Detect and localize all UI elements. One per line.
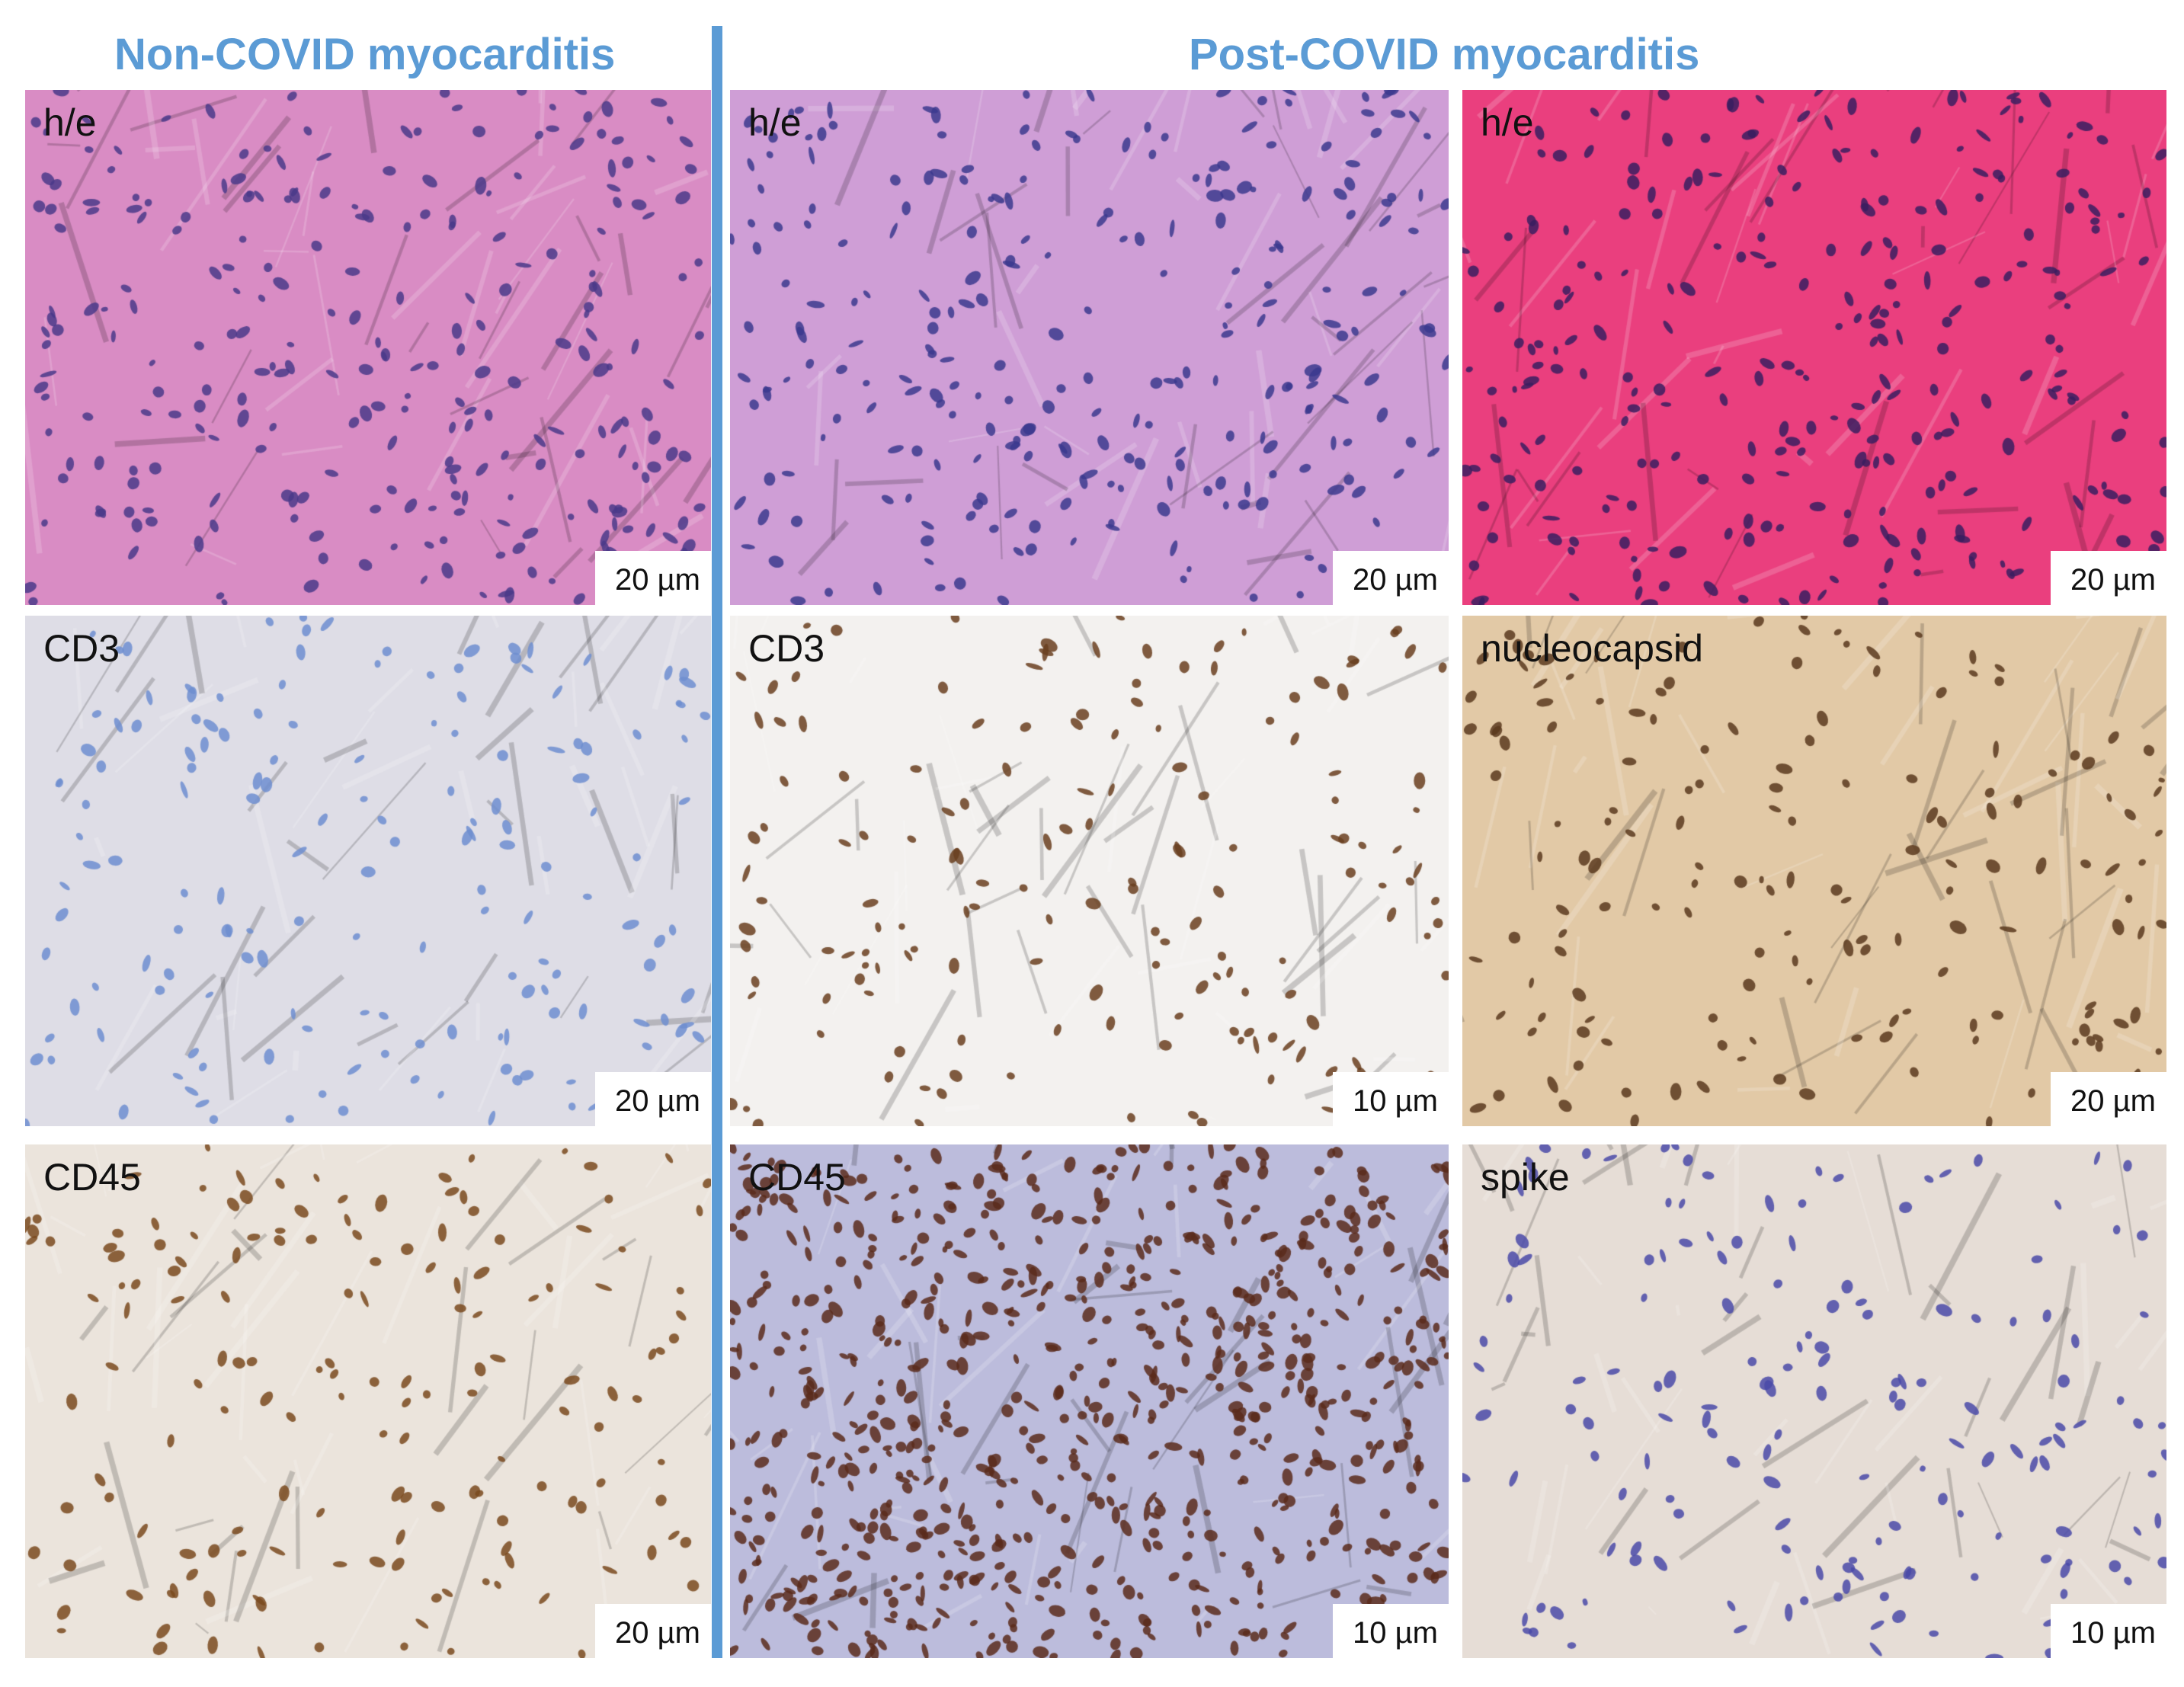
micrograph-image: [730, 90, 1449, 605]
panel-he-post-covid-b: h/e 20 µm: [1462, 90, 2166, 605]
micrograph-image: [1462, 1144, 2166, 1658]
panel-he-non-covid: h/e 20 µm: [25, 90, 711, 605]
panel-spike-post-covid: spike 10 µm: [1462, 1144, 2166, 1658]
stain-label: CD3: [748, 627, 825, 670]
scale-bar-label: 20 µm: [595, 1072, 711, 1126]
micrograph-image: [25, 1144, 711, 1658]
panel-cd3-non-covid: CD3 20 µm: [25, 616, 711, 1126]
stain-label: CD45: [43, 1156, 141, 1199]
header-post-covid: Post-COVID myocarditis: [1189, 30, 1700, 79]
scale-bar-label: 10 µm: [1333, 1072, 1449, 1126]
stain-label: nucleocapsid: [1481, 627, 1703, 670]
scale-bar-label: 20 µm: [2051, 1072, 2166, 1126]
scale-bar-label: 20 µm: [595, 1604, 711, 1658]
scale-bar-label: 20 µm: [1333, 551, 1449, 605]
scale-bar-label: 10 µm: [2051, 1604, 2166, 1658]
micrograph-image: [25, 90, 711, 605]
micrograph-image: [730, 1144, 1449, 1658]
micrograph-image: [730, 616, 1449, 1126]
stain-label: CD45: [748, 1156, 846, 1199]
scale-bar-label: 20 µm: [2051, 551, 2166, 605]
panel-cd45-non-covid: CD45 20 µm: [25, 1144, 711, 1658]
panel-nucleocapsid-post-covid: nucleocapsid 20 µm: [1462, 616, 2166, 1126]
stain-label: h/e: [748, 101, 802, 144]
column-divider: [712, 26, 722, 1658]
header-non-covid: Non-COVID myocarditis: [114, 30, 616, 79]
stain-label: CD3: [43, 627, 120, 670]
panel-cd45-post-covid: CD45 10 µm: [730, 1144, 1449, 1658]
panel-he-post-covid-a: h/e 20 µm: [730, 90, 1449, 605]
stain-label: h/e: [43, 101, 97, 144]
scale-bar-label: 10 µm: [1333, 1604, 1449, 1658]
micrograph-image: [25, 616, 711, 1126]
micrograph-image: [1462, 90, 2166, 605]
panel-cd3-post-covid: CD3 10 µm: [730, 616, 1449, 1126]
micrograph-image: [1462, 616, 2166, 1126]
stain-label: h/e: [1481, 101, 1534, 144]
stain-label: spike: [1481, 1156, 1570, 1199]
scale-bar-label: 20 µm: [595, 551, 711, 605]
